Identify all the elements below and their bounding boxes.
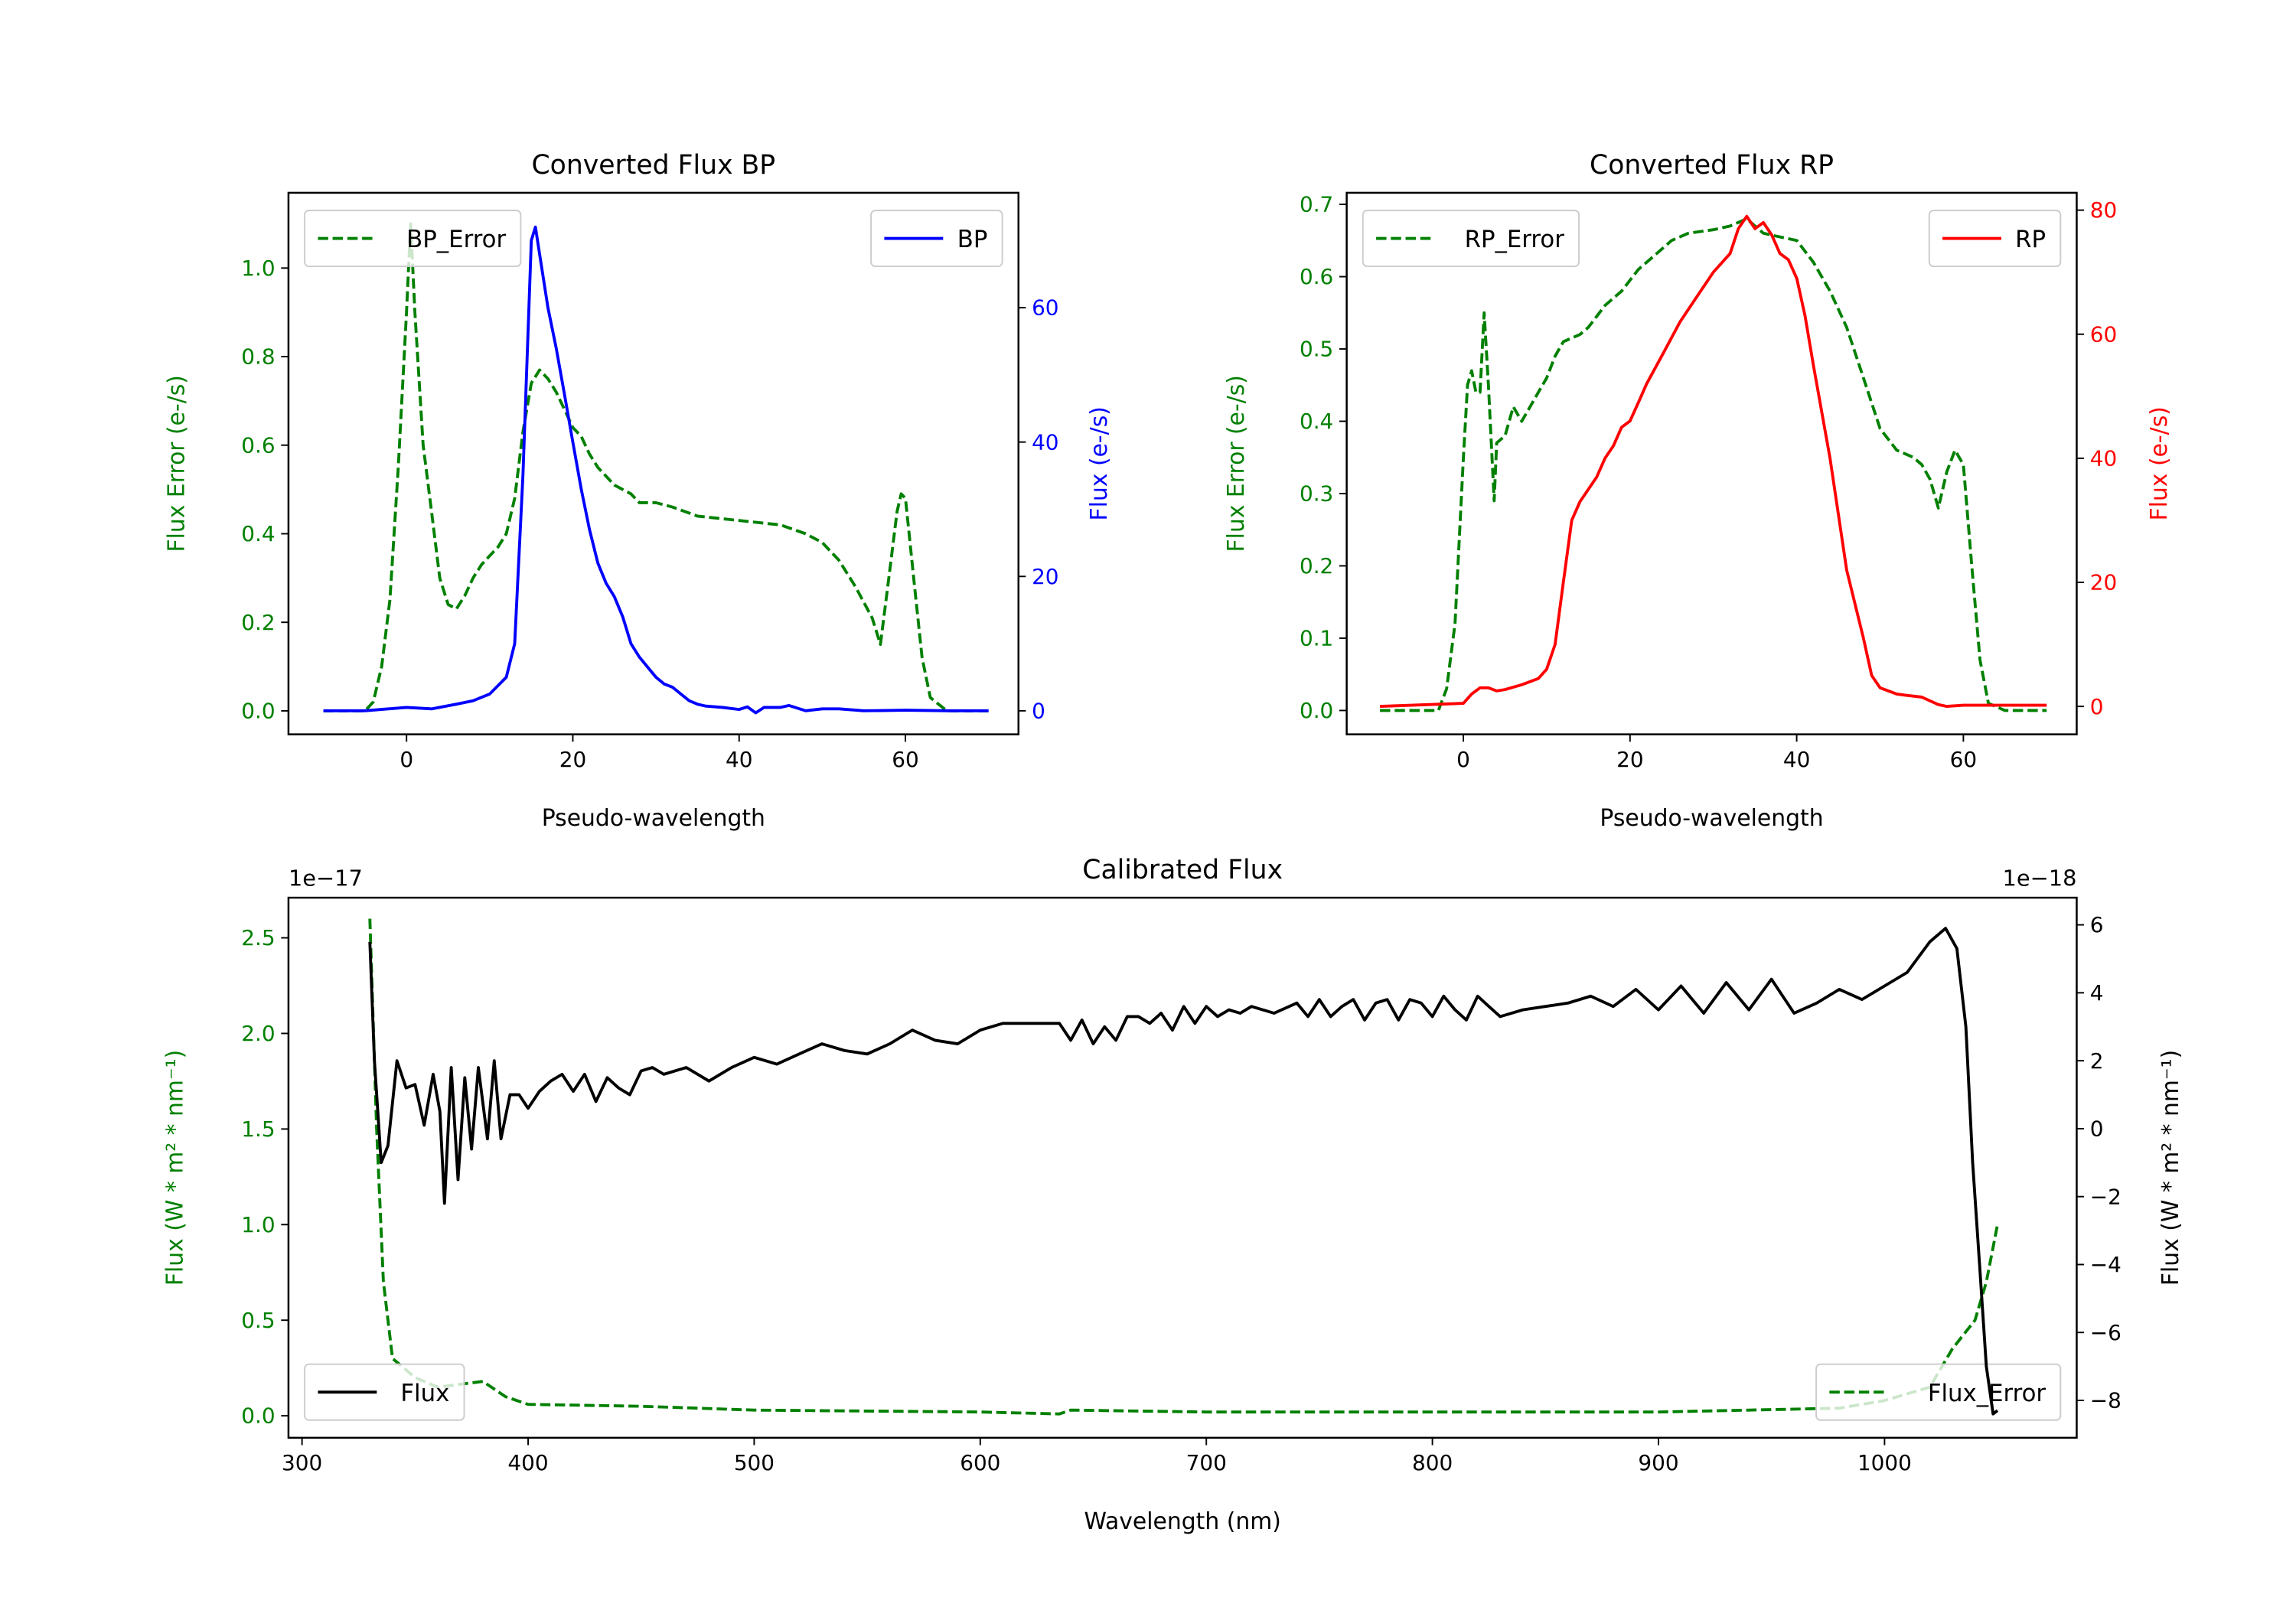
y-left-tick-label: 0.7 — [1300, 192, 1333, 217]
x-tick-label: 1000 — [1857, 1450, 1912, 1475]
y-left-axis-label: Flux Error (e-/s) — [1223, 375, 1250, 552]
plot-frame — [1345, 191, 2078, 735]
x-tick-label: 400 — [507, 1450, 548, 1475]
y-left-tick-label: 2.0 — [241, 1021, 275, 1046]
legend-box — [1815, 1363, 2062, 1421]
series-line-bp — [323, 225, 989, 715]
y-left-tick-label: 0.0 — [1300, 698, 1333, 723]
x-tick-label: 700 — [1186, 1450, 1227, 1475]
y-left-tick-label: 0.2 — [241, 610, 275, 635]
legend-rp-error: RP_Error — [1362, 210, 1580, 268]
plot-frame — [287, 191, 1020, 735]
plot-frame — [287, 896, 2078, 1439]
x-tick-label: 500 — [734, 1450, 775, 1475]
chart-title: Converted Flux RP — [1590, 150, 1834, 181]
chart-title: Converted Flux BP — [532, 150, 776, 181]
y-right-axis-label: Flux (e-/s) — [1086, 406, 1113, 520]
y-right-tick-label: 80 — [2090, 197, 2117, 223]
y-left-tick-label: 0.3 — [1300, 481, 1333, 507]
y-left-tick-label: 0.4 — [241, 521, 275, 546]
series-line-rp-error — [1380, 217, 2047, 712]
y-right-tick-label: 40 — [1032, 429, 1058, 455]
x-tick-label: 60 — [892, 747, 918, 772]
x-tick-label: 300 — [282, 1450, 322, 1475]
x-tick-label: 800 — [1412, 1450, 1453, 1475]
y-right-tick-label: 4 — [2090, 980, 2104, 1006]
subplot-0: Converted Flux BP 0 20 40 60 0.0 0.2 0.4 0.6 0.8 1… — [163, 150, 1113, 832]
series-line-flux-error — [368, 918, 1999, 1416]
legend-label: BP_Error — [406, 226, 506, 253]
y-left-axis-label: Flux (W * m² * nm⁻¹) — [161, 1050, 188, 1286]
y-left-tick-label: 1.0 — [241, 256, 275, 281]
y-right-tick-label: 0 — [2090, 1116, 2104, 1142]
legend-label: RP — [2015, 226, 2046, 253]
y-right-tick-label: 20 — [1032, 564, 1058, 589]
x-tick-label: 20 — [1616, 747, 1643, 772]
series-line-rp — [1380, 214, 2047, 708]
y-left-offset-text: 1e−17 — [289, 865, 363, 892]
legend-label: BP — [957, 226, 988, 253]
legend-rp: RP — [1928, 210, 2062, 268]
x-axis-label: Pseudo-wavelength — [542, 805, 765, 832]
chart-title: Calibrated Flux — [1082, 855, 1283, 885]
series-line-flux — [368, 927, 1999, 1416]
y-left-tick-label: 0.5 — [1300, 337, 1333, 362]
x-axis-label: Wavelength (nm) — [1084, 1508, 1280, 1535]
legend-flux: Flux — [304, 1363, 465, 1421]
y-left-tick-label: 0.8 — [241, 344, 275, 370]
x-tick-label: 40 — [726, 747, 752, 772]
y-left-tick-label: 2.5 — [241, 925, 275, 950]
y-left-tick-label: 1.5 — [241, 1116, 275, 1142]
legend-box — [304, 1363, 465, 1421]
y-left-tick-label: 0.2 — [1300, 553, 1333, 579]
legend-bp-error: BP_Error — [304, 210, 522, 268]
x-tick-label: 600 — [960, 1450, 1000, 1475]
y-right-tick-label: −8 — [2090, 1388, 2122, 1413]
legend-label: RP_Error — [1465, 226, 1565, 253]
y-right-axis-label: Flux (e-/s) — [2146, 406, 2173, 520]
y-right-tick-label: 0 — [2090, 694, 2104, 719]
x-tick-label: 60 — [1950, 747, 1977, 772]
y-right-tick-label: 0 — [1032, 698, 1045, 723]
subplot-2: Calibrated Flux 300 400 500 600 700 800 900 1000… — [161, 855, 2184, 1535]
y-left-tick-label: 0.5 — [241, 1308, 275, 1333]
y-left-tick-label: 0.6 — [241, 432, 275, 458]
y-left-axis-label: Flux Error (e-/s) — [163, 375, 190, 552]
x-tick-label: 20 — [559, 747, 586, 772]
x-tick-label: 900 — [1638, 1450, 1678, 1475]
y-right-tick-label: 20 — [2090, 570, 2117, 595]
x-tick-label: 0 — [400, 747, 413, 772]
series-line-bp-error — [323, 222, 989, 712]
subplot-1: Converted Flux RP 0 20 40 60 0.0 0.1 0.2 0.3 0.4 0… — [1223, 150, 2173, 832]
y-left-tick-label: 0.4 — [1300, 409, 1333, 434]
y-right-tick-label: −2 — [2090, 1184, 2122, 1209]
y-left-tick-label: 0.0 — [241, 1403, 275, 1429]
x-axis-label: Pseudo-wavelength — [1600, 805, 1823, 832]
legend-box — [1362, 210, 1580, 268]
y-right-tick-label: 40 — [2090, 445, 2117, 471]
x-tick-label: 0 — [1456, 747, 1470, 772]
legend-box — [304, 210, 522, 268]
y-right-offset-text: 1e−18 — [2003, 865, 2077, 892]
y-left-tick-label: 0.0 — [241, 699, 275, 724]
y-right-axis-label: Flux (W * m² * nm⁻¹) — [2157, 1050, 2184, 1286]
y-right-tick-label: 6 — [2090, 912, 2104, 937]
x-tick-label: 40 — [1783, 747, 1810, 772]
y-right-tick-label: 60 — [1032, 295, 1058, 321]
y-left-tick-label: 0.1 — [1300, 626, 1333, 651]
legend-flux-error: Flux_Error — [1815, 1363, 2062, 1421]
y-left-tick-label: 0.6 — [1300, 264, 1333, 289]
y-right-tick-label: −6 — [2090, 1320, 2122, 1345]
y-left-tick-label: 1.0 — [241, 1212, 275, 1237]
y-right-tick-label: 60 — [2090, 321, 2117, 347]
y-right-tick-label: −4 — [2090, 1252, 2122, 1277]
legend-bp: BP — [870, 210, 1003, 268]
y-right-tick-label: 2 — [2090, 1048, 2104, 1074]
legend-label: Flux — [400, 1380, 449, 1407]
legend-label: Flux_Error — [1928, 1380, 2047, 1407]
